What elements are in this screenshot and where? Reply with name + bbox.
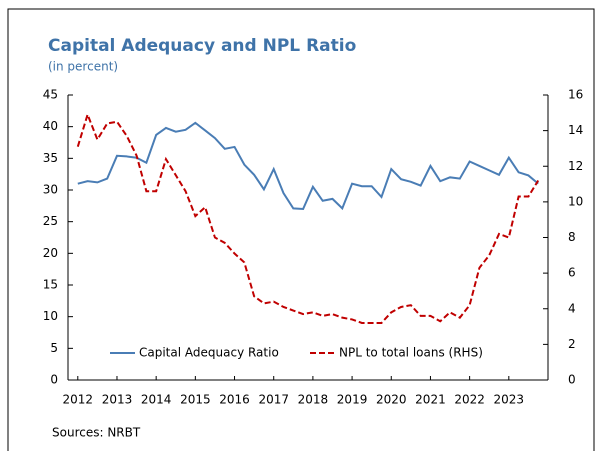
y-tick-label: 25 [43, 214, 58, 228]
x-tick-label: 2019 [337, 393, 368, 407]
x-tick-label: 2017 [258, 393, 289, 407]
x-tick-label: 2022 [454, 393, 485, 407]
x-tick-label: 2012 [63, 393, 94, 407]
x-tick-label: 2018 [298, 393, 329, 407]
y2-tick-label: 12 [568, 159, 583, 173]
y2-tick-label: 10 [568, 194, 583, 208]
y-tick-label: 35 [43, 151, 58, 165]
y2-tick-label: 8 [568, 230, 576, 244]
x-tick-label: 2014 [141, 393, 172, 407]
x-tick-label: 2021 [415, 393, 446, 407]
chart-subtitle: (in percent) [48, 60, 118, 74]
x-tick-label: 2020 [376, 393, 407, 407]
x-tick-label: 2013 [102, 393, 133, 407]
source: Sources: NRBT [52, 426, 141, 440]
y-tick-label: 30 [43, 183, 58, 197]
y2-tick-label: 0 [568, 373, 576, 387]
y-tick-label: 10 [43, 309, 58, 323]
y2-tick-label: 4 [568, 301, 576, 315]
y-tick-label: 45 [43, 88, 58, 102]
legend-label: Capital Adequacy Ratio [139, 346, 279, 360]
y-tick-label: 5 [50, 341, 58, 355]
y2-tick-label: 14 [568, 123, 583, 137]
series-line [77, 121, 539, 211]
y2-tick-label: 16 [568, 88, 583, 102]
legend-label: NPL to total loans (RHS) [339, 346, 483, 360]
y-tick-label: 15 [43, 278, 58, 292]
y-tick-label: 20 [43, 246, 58, 260]
x-tick-label: 2015 [180, 393, 211, 407]
y-tick-label: 0 [50, 373, 58, 387]
chart-title: Capital Adequacy and NPL Ratio [48, 36, 356, 56]
y2-tick-label: 6 [568, 266, 576, 280]
x-tick-label: 2023 [494, 393, 525, 407]
y2-tick-label: 2 [568, 337, 576, 351]
x-tick-label: 2016 [219, 393, 250, 407]
y-tick-label: 40 [43, 119, 58, 133]
frame [7, 8, 595, 451]
series-line [76, 111, 540, 324]
